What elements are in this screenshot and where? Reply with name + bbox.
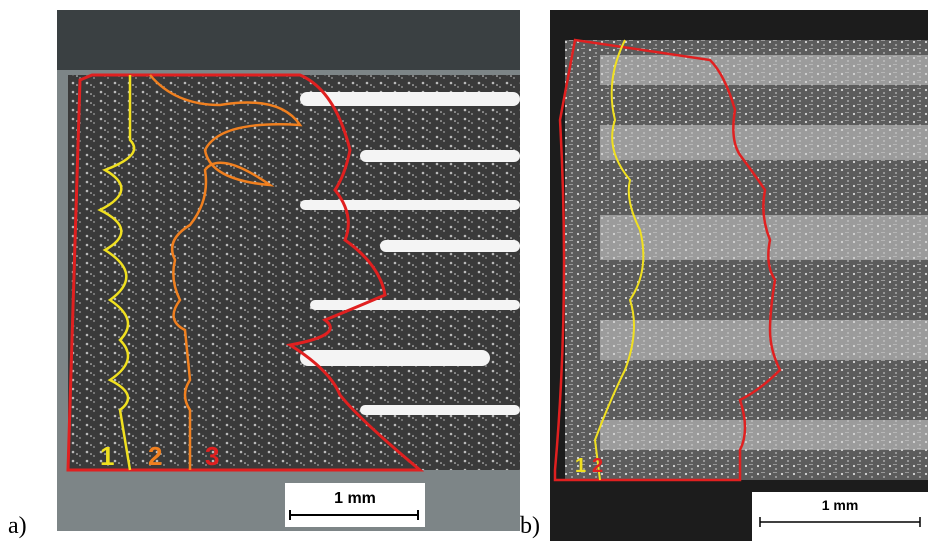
scale-label: 1 mm: [334, 490, 376, 507]
zone-label: 2: [148, 441, 162, 471]
figure: 1 2 3 1 mm a) 1 2 1 mm b): [0, 0, 928, 541]
panel-a: 1 2 3 1 mm: [57, 10, 520, 531]
zone-label: 1: [100, 441, 114, 471]
panel-b: 1 2 1 mm: [550, 10, 928, 541]
zone-label: 3: [205, 441, 219, 471]
zone-label: 1: [575, 455, 586, 477]
panel-label: a): [8, 513, 27, 539]
top-region: [57, 10, 520, 70]
scale-label: 1 mm: [822, 497, 859, 513]
zone-label: 2: [592, 455, 603, 477]
page: 1 2 3 1 mm a) 1 2 1 mm b) (() => { const…: [0, 0, 928, 541]
panel-label: b): [520, 513, 540, 539]
